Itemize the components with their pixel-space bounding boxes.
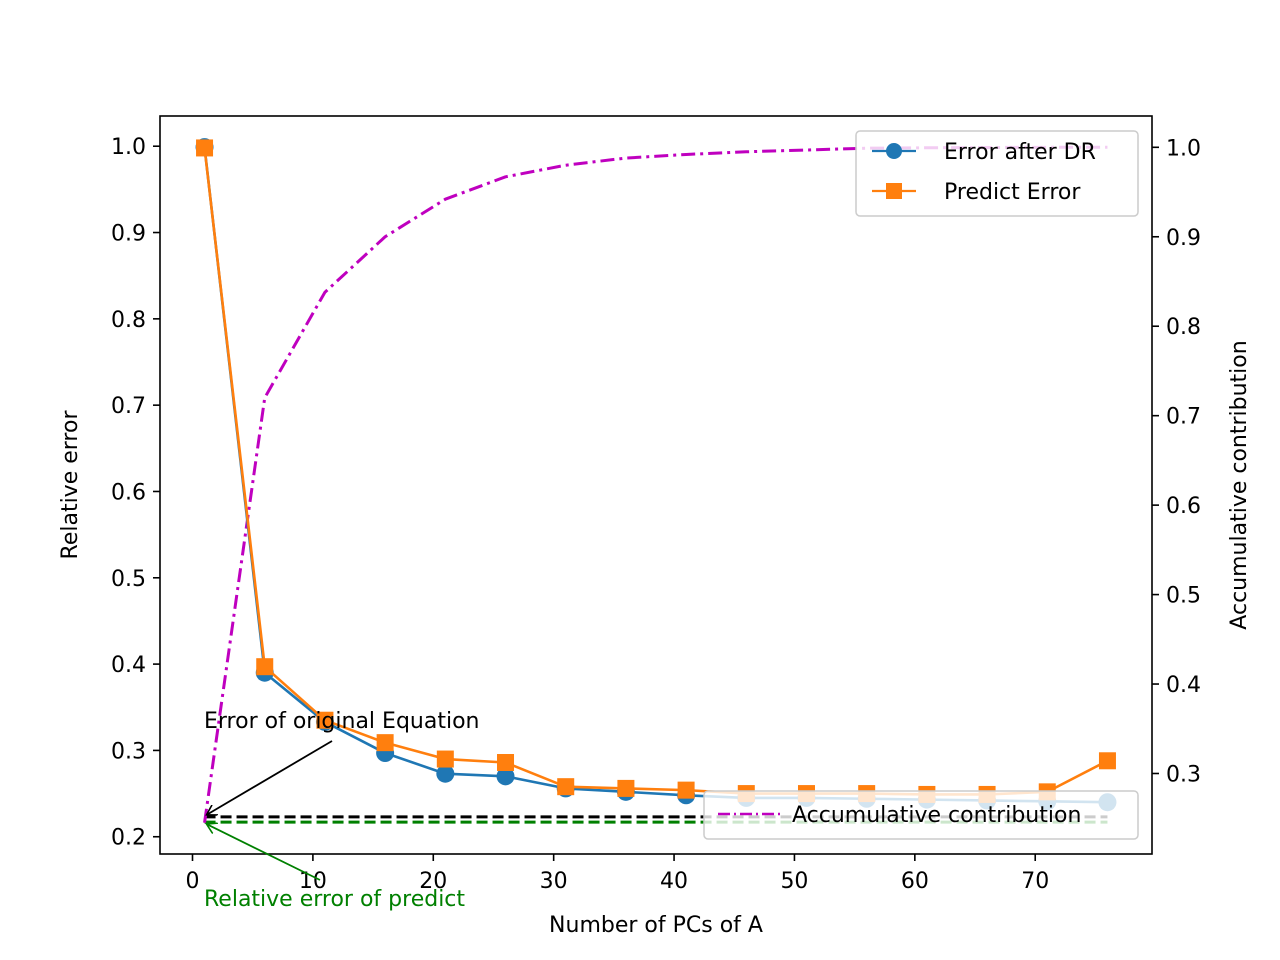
predict-error-point bbox=[376, 734, 394, 752]
y-left-axis-label: Relative error bbox=[58, 410, 83, 560]
predict-error-point bbox=[256, 658, 274, 676]
x-tick-label: 70 bbox=[1021, 869, 1049, 894]
legend-accumulative-label: Accumulative contribution bbox=[792, 803, 1081, 828]
predict-error-point bbox=[677, 781, 695, 799]
annotation-original-equation: Error of original Equation bbox=[204, 709, 479, 734]
y-left-tick-label: 0.8 bbox=[111, 308, 146, 333]
predict-error-point bbox=[196, 139, 214, 157]
legend-predict-error-label: Predict Error bbox=[944, 180, 1081, 205]
y-left-tick-label: 0.6 bbox=[111, 480, 146, 505]
y-right-axis-label: Accumulative contribution bbox=[1227, 340, 1252, 629]
predict-error-point bbox=[1098, 752, 1116, 770]
y-left-tick-label: 0.5 bbox=[111, 567, 146, 592]
error-after-dr-point bbox=[436, 764, 455, 783]
error-after-dr-point bbox=[496, 767, 515, 786]
y-left-tick-label: 0.4 bbox=[111, 653, 146, 678]
plot-frame bbox=[159, 115, 1153, 855]
y-right-tick-label: 0.8 bbox=[1166, 315, 1201, 340]
legend-error-after-dr-label: Error after DR bbox=[944, 140, 1096, 165]
x-tick-label: 60 bbox=[901, 869, 929, 894]
y-right-tick-label: 0.3 bbox=[1166, 762, 1201, 787]
y-right-axis-ticks: 1.0 0.9 0.8 0.7 0.6 0.5 0.4 0.3 bbox=[1152, 136, 1201, 787]
legend-predict-error-marker bbox=[886, 183, 902, 199]
annotation-relative-error-predict: Relative error of predict bbox=[204, 887, 465, 912]
predict-error-point bbox=[617, 779, 635, 797]
legend-lower-box bbox=[703, 790, 1139, 840]
legend-lower: Accumulative contribution bbox=[703, 790, 1139, 840]
predict-error-point bbox=[557, 778, 575, 796]
legend-upper-box bbox=[855, 130, 1139, 217]
x-tick-label: 0 bbox=[186, 869, 200, 894]
y-left-tick-label: 0.9 bbox=[111, 222, 146, 247]
x-tick-label: 40 bbox=[660, 869, 688, 894]
annotations: Error of original Equation Relative erro… bbox=[204, 709, 479, 912]
predict-error-point bbox=[497, 754, 515, 772]
y-right-tick-label: 0.5 bbox=[1166, 584, 1201, 609]
annotation-arrow-original-equation bbox=[207, 740, 333, 815]
legend-error-after-dr-marker bbox=[886, 143, 902, 159]
x-axis-label: Number of PCs of A bbox=[549, 913, 763, 938]
x-tick-label: 50 bbox=[780, 869, 808, 894]
x-tick-label: 10 bbox=[299, 869, 327, 894]
plot-background bbox=[160, 116, 1152, 854]
y-left-tick-label: 1.0 bbox=[111, 135, 146, 160]
predict-error-point bbox=[436, 750, 454, 768]
y-left-tick-label: 0.7 bbox=[111, 394, 146, 419]
y-right-tick-label: 1.0 bbox=[1166, 136, 1201, 161]
legend-upper: Error after DR Predict Error bbox=[855, 130, 1139, 217]
y-right-tick-label: 0.9 bbox=[1166, 226, 1201, 251]
annotation-arrow-relative-error-predict bbox=[207, 824, 321, 881]
y-left-tick-label: 0.2 bbox=[111, 826, 146, 851]
x-axis-ticks: 0 10 20 30 40 50 60 70 bbox=[186, 854, 1049, 894]
y-left-axis-ticks: 1.0 0.9 0.8 0.7 0.6 0.5 0.4 0.3 0.2 bbox=[111, 135, 160, 851]
x-tick-label: 20 bbox=[419, 869, 447, 894]
x-tick-label: 30 bbox=[540, 869, 568, 894]
y-right-tick-label: 0.6 bbox=[1166, 494, 1201, 519]
y-left-tick-label: 0.3 bbox=[111, 739, 146, 764]
y-right-tick-label: 0.4 bbox=[1166, 673, 1201, 698]
predict-error-point bbox=[316, 711, 334, 729]
y-right-tick-label: 0.7 bbox=[1166, 405, 1201, 430]
